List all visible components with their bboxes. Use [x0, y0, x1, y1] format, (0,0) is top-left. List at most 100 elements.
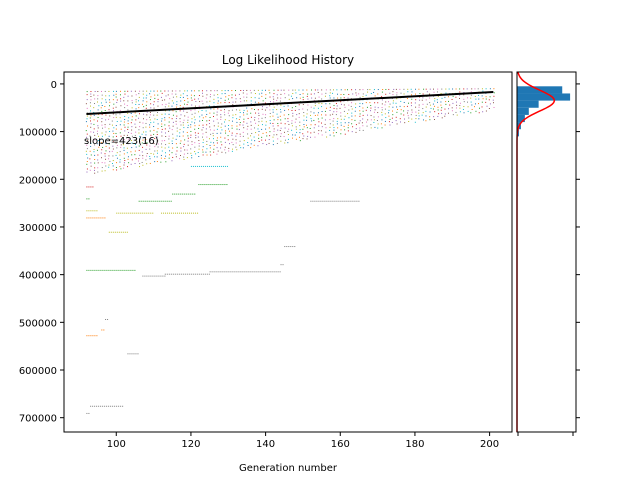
data-point [340, 133, 342, 135]
data-point [250, 135, 252, 137]
data-point [109, 139, 111, 141]
data-point [276, 94, 278, 96]
data-point [314, 89, 316, 91]
data-point [123, 153, 125, 155]
data-point [206, 101, 208, 103]
data-point [279, 115, 281, 117]
data-point [102, 127, 104, 129]
data-point [229, 143, 231, 145]
data-point [242, 89, 244, 91]
data-point [228, 130, 230, 132]
data-point [351, 123, 353, 125]
data-point [399, 105, 401, 107]
data-point [272, 96, 274, 98]
data-point [123, 134, 125, 136]
data-point [149, 126, 151, 128]
histogram-bar [517, 107, 529, 115]
data-point [118, 231, 120, 233]
data-point [370, 107, 372, 109]
data-point [211, 271, 213, 273]
data-point [131, 159, 133, 161]
data-point [106, 269, 108, 271]
data-point [396, 111, 398, 113]
data-point [294, 121, 296, 123]
data-point [127, 156, 129, 158]
data-point [258, 102, 260, 104]
data-point [321, 93, 323, 95]
data-point [254, 127, 256, 129]
data-point [201, 114, 203, 116]
data-point [164, 275, 166, 277]
data-point [359, 129, 361, 131]
data-point [94, 210, 96, 212]
data-point [135, 115, 137, 117]
data-point [108, 90, 110, 92]
data-point [139, 154, 141, 156]
data-point [127, 128, 129, 130]
data-point [191, 113, 193, 115]
data-point [232, 144, 234, 146]
data-point [254, 93, 256, 95]
data-point [104, 155, 106, 157]
data-point [196, 273, 198, 275]
data-point [176, 146, 178, 148]
data-point [306, 124, 307, 126]
data-point [329, 103, 331, 105]
data-point [332, 124, 334, 126]
data-point [481, 95, 483, 97]
data-point [127, 120, 129, 122]
data-point [115, 128, 117, 130]
data-point [154, 150, 156, 152]
data-point [332, 200, 334, 202]
data-point [288, 89, 290, 91]
data-point [295, 118, 297, 120]
data-point [180, 114, 182, 116]
data-point [120, 98, 122, 100]
data-point [216, 142, 218, 144]
data-point [321, 134, 323, 136]
data-point [114, 405, 116, 407]
data-point [266, 107, 268, 109]
data-point [217, 94, 219, 96]
data-point [318, 121, 320, 123]
data-point [174, 273, 176, 275]
data-point [227, 98, 229, 100]
data-point [302, 93, 304, 95]
data-point [90, 335, 92, 337]
data-point [463, 98, 465, 100]
data-point [488, 107, 490, 109]
data-point [143, 118, 144, 120]
data-point [108, 164, 110, 166]
data-point [86, 115, 88, 117]
data-point [96, 149, 98, 151]
data-point [317, 91, 319, 93]
data-point [88, 269, 90, 271]
data-point [224, 149, 226, 151]
data-point [425, 99, 427, 101]
data-point [459, 97, 461, 99]
data-point [142, 93, 144, 95]
data-point [250, 124, 252, 126]
data-point [112, 148, 114, 150]
data-point [168, 113, 170, 115]
data-point [335, 102, 337, 104]
data-point [128, 117, 130, 119]
data-point [367, 91, 369, 93]
data-point [123, 164, 125, 166]
data-point [131, 102, 133, 104]
data-point [314, 105, 316, 107]
data-point [172, 96, 174, 98]
data-point [104, 126, 106, 128]
data-point [131, 135, 133, 137]
data-point [359, 110, 361, 112]
data-point [224, 102, 226, 104]
data-point [128, 212, 130, 214]
data-point [381, 111, 383, 113]
data-point [246, 89, 248, 91]
data-point [135, 103, 137, 105]
data-point [97, 171, 99, 173]
data-point [382, 89, 384, 90]
data-point [100, 90, 102, 92]
data-point [197, 212, 199, 214]
data-point [86, 412, 88, 414]
